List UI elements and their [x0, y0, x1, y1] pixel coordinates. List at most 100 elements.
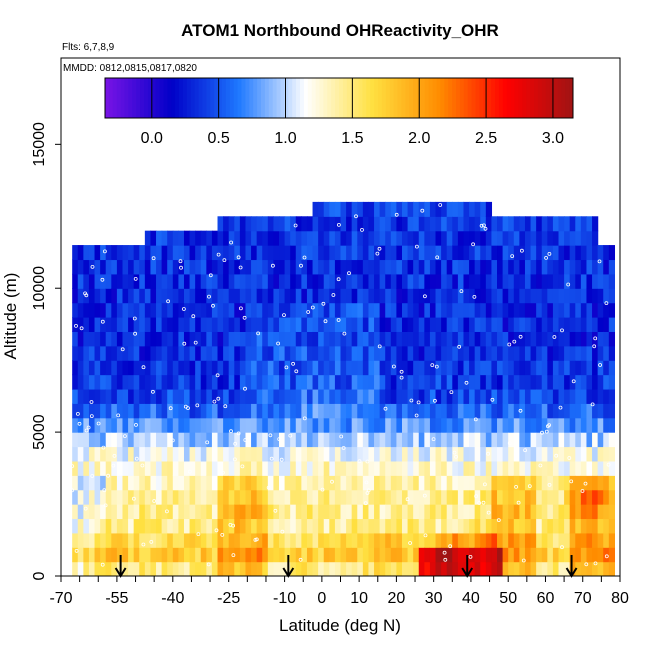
heatmap-cell [133, 302, 140, 318]
colorbar-swatch [132, 78, 137, 118]
heatmap-cell [340, 475, 347, 491]
sample-point [291, 361, 296, 366]
heatmap-cell [195, 561, 202, 576]
heatmap-cell [206, 504, 213, 520]
heatmap-cell [295, 302, 302, 318]
heatmap-cell [452, 561, 459, 576]
colorbar-swatch [467, 78, 473, 118]
heatmap-cell [139, 288, 146, 304]
heatmap-cell [429, 432, 437, 448]
heatmap-cell [133, 561, 140, 576]
heatmap-cell [195, 532, 202, 548]
heatmap-cell [351, 230, 358, 246]
sample-point [178, 259, 183, 264]
heatmap-cell [530, 360, 537, 376]
heatmap-cell [575, 216, 582, 232]
heatmap-cell [217, 475, 224, 491]
sample-point [473, 417, 478, 422]
heatmap-cell [144, 403, 152, 419]
heatmap-cell [413, 417, 420, 433]
heatmap-cell [273, 360, 280, 376]
heatmap-cell [183, 317, 191, 332]
heatmap-cell [239, 518, 247, 534]
heatmap-cell [564, 273, 571, 289]
sample-point [482, 482, 487, 487]
colorbar-swatch [186, 78, 192, 118]
heatmap-cell [396, 547, 403, 563]
heatmap-cell [513, 259, 520, 275]
heatmap-cell [401, 460, 409, 476]
heatmap-cell [424, 216, 431, 232]
heatmap-cell [474, 489, 481, 505]
sample-point [520, 248, 524, 253]
heatmap-cell [435, 475, 442, 491]
heatmap-cell [407, 216, 414, 232]
heatmap-cell [72, 273, 79, 289]
sample-point [547, 251, 552, 256]
colorbar-swatch [183, 78, 188, 118]
heatmap-cell [346, 331, 353, 347]
heatmap-cell [530, 245, 537, 261]
heatmap-cell [318, 547, 325, 563]
heatmap-cell [413, 201, 420, 217]
heatmap-cell [379, 216, 386, 232]
heatmap-cell [407, 302, 414, 318]
heatmap-cell [390, 561, 397, 576]
heatmap-cell [547, 460, 554, 476]
heatmap-cell [357, 446, 364, 462]
heatmap-cell [178, 446, 185, 462]
heatmap-cell [513, 489, 520, 505]
heatmap-cell [189, 230, 196, 246]
heatmap-cell [329, 302, 336, 318]
heatmap-cell [580, 216, 588, 232]
heatmap-cell [429, 388, 437, 404]
sample-point [236, 431, 241, 436]
heatmap-cell [519, 345, 526, 361]
heatmap-cell [334, 561, 342, 576]
heatmap-cell [502, 259, 509, 275]
heatmap-cell [88, 561, 96, 576]
heatmap-cell [592, 360, 599, 376]
heatmap-cell [368, 245, 375, 261]
heatmap-cell [211, 302, 219, 318]
heatmap-cell [318, 245, 325, 261]
heatmap-cell [256, 345, 263, 361]
heatmap-cell [351, 360, 358, 376]
sample-point [236, 255, 241, 260]
heatmap-cell [469, 302, 476, 318]
sample-point [191, 314, 196, 319]
heatmap-cell [519, 317, 526, 332]
heatmap-cell [239, 547, 247, 563]
heatmap-cell [183, 432, 191, 448]
heatmap-cell [379, 489, 386, 505]
heatmap-cell [608, 460, 616, 476]
heatmap-cell [541, 245, 548, 261]
heatmap-cell [485, 317, 493, 332]
heatmap-cell [94, 273, 101, 289]
sample-point [168, 406, 173, 411]
colorbar-swatch [331, 78, 336, 118]
heatmap-cell [519, 360, 526, 376]
heatmap-cell [161, 374, 168, 390]
heatmap-cell [211, 230, 219, 246]
heatmap-cell [502, 245, 509, 261]
heatmap-cell [245, 273, 252, 289]
heatmap-cell [223, 345, 230, 361]
heatmap-cell [290, 317, 297, 332]
heatmap-cell [580, 518, 588, 534]
heatmap-cell [592, 331, 599, 347]
heatmap-cell [178, 547, 185, 563]
heatmap-cell [161, 331, 168, 347]
heatmap-cell [284, 504, 291, 520]
heatmap-cell [401, 259, 409, 275]
heatmap-cell [284, 374, 291, 390]
heatmap-cell [105, 432, 112, 448]
heatmap-cell [519, 460, 526, 476]
heatmap-cell [457, 417, 465, 433]
heatmap-cell [88, 532, 96, 548]
heatmap-cell [603, 259, 610, 275]
heatmap-cell [569, 460, 576, 476]
sample-point [507, 342, 512, 347]
heatmap-cell [234, 216, 241, 232]
heatmap-cell [480, 230, 487, 246]
